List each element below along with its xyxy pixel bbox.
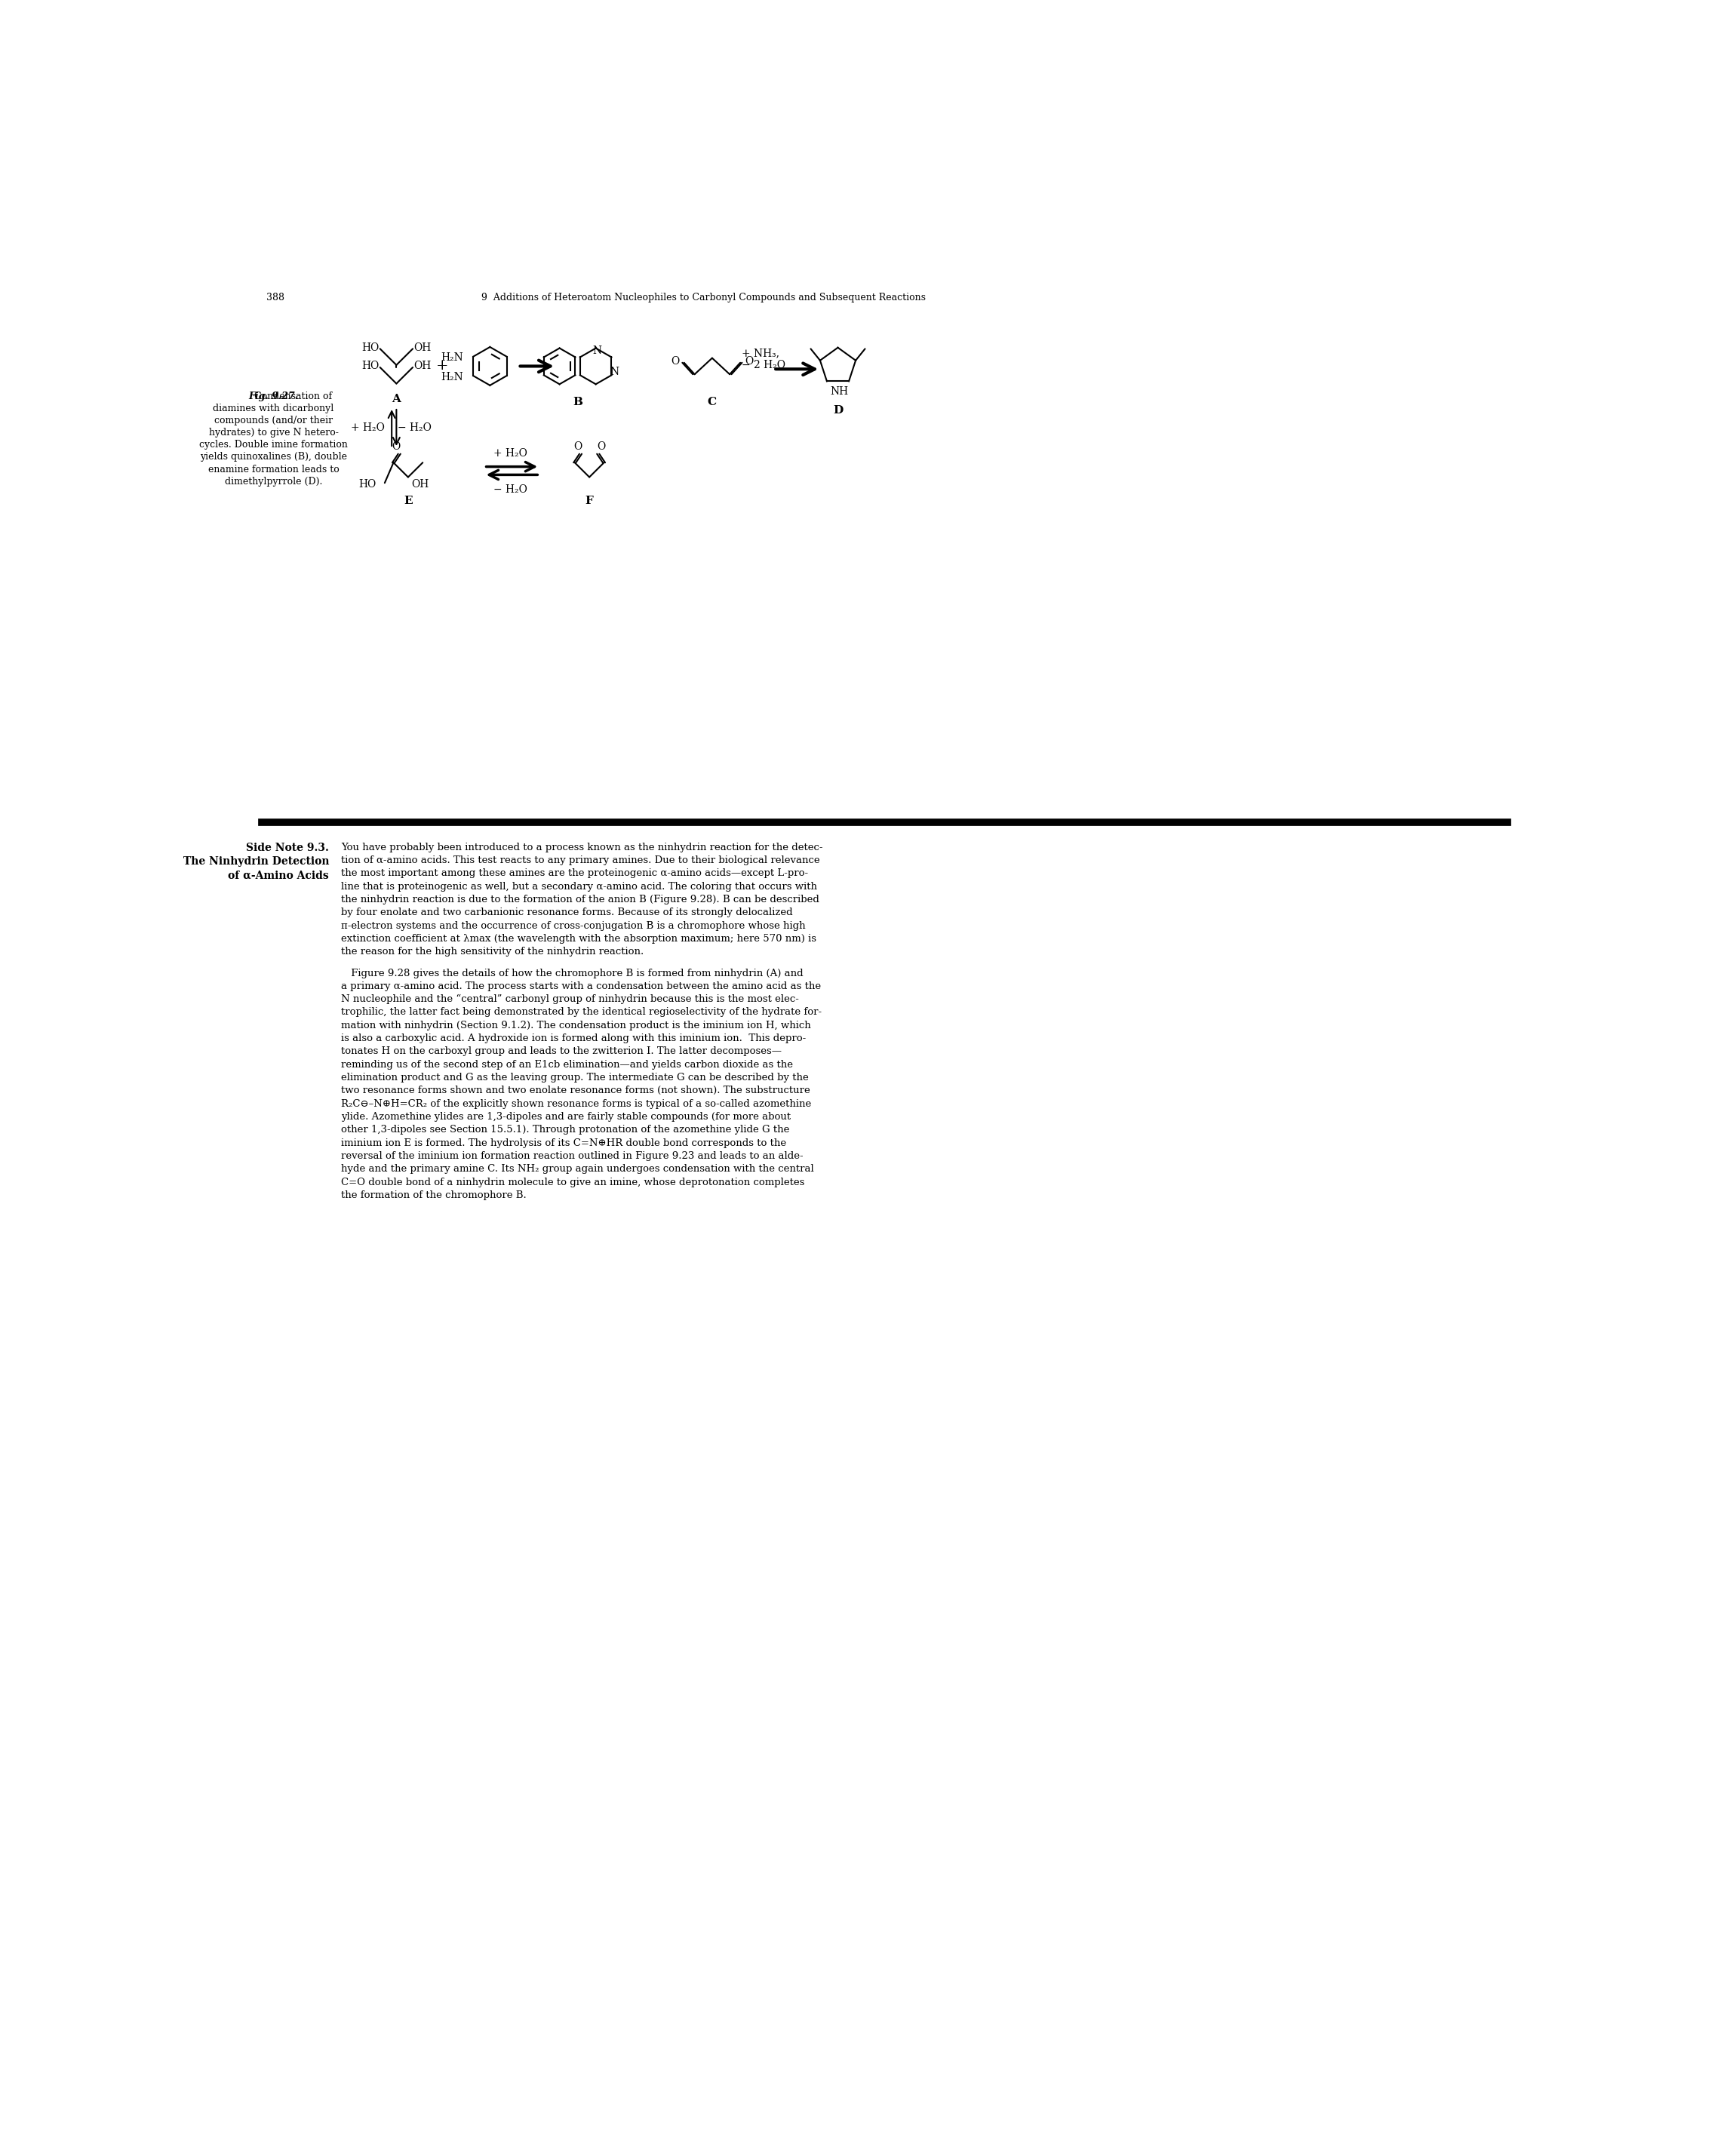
Text: E: E bbox=[404, 496, 413, 507]
Text: O: O bbox=[573, 442, 582, 453]
Text: The Ninhydrin Detection: The Ninhydrin Detection bbox=[182, 856, 329, 867]
Text: B: B bbox=[573, 397, 583, 407]
Text: Fig. 9.27.: Fig. 9.27. bbox=[248, 390, 298, 401]
Text: by four enolate and two carbanionic resonance forms. Because of its strongly del: by four enolate and two carbanionic reso… bbox=[341, 908, 792, 918]
Text: 9  Additions of Heteroatom Nucleophiles to Carbonyl Compounds and Subsequent Rea: 9 Additions of Heteroatom Nucleophiles t… bbox=[482, 293, 926, 302]
Text: hydrates) to give N hetero-: hydrates) to give N hetero- bbox=[208, 427, 339, 438]
Text: HO: HO bbox=[361, 360, 379, 371]
Text: − H₂O: − H₂O bbox=[494, 485, 527, 494]
Text: diamines with dicarbonyl: diamines with dicarbonyl bbox=[213, 403, 334, 414]
Text: cycles. Double imine formation: cycles. Double imine formation bbox=[200, 440, 348, 451]
Text: line that is proteinogenic as well, but a secondary α-amino acid. The coloring t: line that is proteinogenic as well, but … bbox=[341, 882, 817, 893]
Text: C: C bbox=[707, 397, 716, 407]
Text: OH: OH bbox=[415, 360, 432, 371]
Text: two resonance forms shown and two enolate resonance forms (not shown). The subst: two resonance forms shown and two enolat… bbox=[341, 1087, 811, 1095]
Text: yields quinoxalines (B), double: yields quinoxalines (B), double bbox=[200, 453, 348, 461]
Text: H₂N: H₂N bbox=[441, 371, 463, 382]
Text: + H₂O: + H₂O bbox=[494, 448, 527, 459]
Text: the reason for the high sensitivity of the ninhydrin reaction.: the reason for the high sensitivity of t… bbox=[341, 946, 644, 957]
Text: N: N bbox=[592, 345, 602, 356]
Text: compounds (and/or their: compounds (and/or their bbox=[215, 416, 332, 425]
Text: reminding us of the second step of an E1cb elimination—and yields carbon dioxide: reminding us of the second step of an E1… bbox=[341, 1061, 793, 1069]
Text: tion of α-amino acids. This test reacts to any primary amines. Due to their biol: tion of α-amino acids. This test reacts … bbox=[341, 856, 819, 865]
Text: + H₂O: + H₂O bbox=[351, 423, 386, 433]
Text: tonates H on the carboxyl group and leads to the zwitterion I. The latter decomp: tonates H on the carboxyl group and lead… bbox=[341, 1046, 781, 1056]
Text: enamine formation leads to: enamine formation leads to bbox=[208, 464, 339, 474]
Text: reversal of the iminium ion formation reaction outlined in Figure 9.23 and leads: reversal of the iminium ion formation re… bbox=[341, 1151, 804, 1162]
Text: the ninhydrin reaction is due to the formation of the anion B (Figure 9.28). B c: the ninhydrin reaction is due to the for… bbox=[341, 895, 819, 906]
Text: You have probably been introduced to a process known as the ninhydrin reaction f: You have probably been introduced to a p… bbox=[341, 843, 823, 852]
Text: O: O bbox=[597, 442, 606, 453]
Text: hyde and the primary amine C. Its NH₂ group again undergoes condensation with th: hyde and the primary amine C. Its NH₂ gr… bbox=[341, 1164, 814, 1175]
Text: elimination product and G as the leaving group. The intermediate G can be descri: elimination product and G as the leaving… bbox=[341, 1074, 809, 1082]
Text: H₂N: H₂N bbox=[441, 351, 463, 362]
Text: + NH₃,: + NH₃, bbox=[742, 347, 780, 358]
Text: NH: NH bbox=[830, 386, 848, 397]
Text: OH: OH bbox=[415, 343, 432, 354]
Text: dimethylpyrrole (D).: dimethylpyrrole (D). bbox=[225, 476, 322, 487]
Text: ylide. Azomethine ylides are 1,3-dipoles and are fairly stable compounds (for mo: ylide. Azomethine ylides are 1,3-dipoles… bbox=[341, 1112, 790, 1121]
Text: the most important among these amines are the proteinogenic α-amino acids—except: the most important among these amines ar… bbox=[341, 869, 807, 877]
Text: N: N bbox=[609, 367, 620, 377]
Text: OH: OH bbox=[411, 479, 429, 489]
Text: 388: 388 bbox=[267, 293, 284, 302]
Text: HO: HO bbox=[358, 479, 375, 489]
Text: F: F bbox=[585, 496, 594, 507]
Text: of α-Amino Acids: of α-Amino Acids bbox=[229, 871, 329, 882]
Text: Condensation of: Condensation of bbox=[215, 390, 332, 401]
Text: extinction coefficient at λmax (the wavelength with the absorption maximum; here: extinction coefficient at λmax (the wave… bbox=[341, 934, 816, 944]
Text: iminium ion E is formed. The hydrolysis of its C=N⊕HR double bond corresponds to: iminium ion E is formed. The hydrolysis … bbox=[341, 1138, 786, 1147]
Text: A: A bbox=[392, 395, 401, 405]
Text: C=O double bond of a ninhydrin molecule to give an imine, whose deprotonation co: C=O double bond of a ninhydrin molecule … bbox=[341, 1177, 804, 1188]
Text: D: D bbox=[833, 405, 843, 416]
Text: O: O bbox=[392, 442, 401, 453]
Text: Figure 9.28 gives the details of how the chromophore B is formed from ninhydrin : Figure 9.28 gives the details of how the… bbox=[341, 968, 804, 979]
Text: O: O bbox=[745, 356, 754, 367]
Text: a primary α-amino acid. The process starts with a condensation between the amino: a primary α-amino acid. The process star… bbox=[341, 981, 821, 992]
Text: Side Note 9.3.: Side Note 9.3. bbox=[246, 843, 329, 854]
Text: the formation of the chromophore B.: the formation of the chromophore B. bbox=[341, 1190, 527, 1201]
Text: HO: HO bbox=[361, 343, 379, 354]
Text: O: O bbox=[671, 356, 680, 367]
Text: R₂C⊖–N⊕H=CR₂ of the explicitly shown resonance forms is typical of a so-called a: R₂C⊖–N⊕H=CR₂ of the explicitly shown res… bbox=[341, 1100, 811, 1108]
Text: π-electron systems and the occurrence of cross-conjugation B is a chromophore wh: π-electron systems and the occurrence of… bbox=[341, 921, 805, 931]
Text: trophilic, the latter fact being demonstrated by the identical regioselectivity : trophilic, the latter fact being demonst… bbox=[341, 1007, 821, 1018]
Text: other 1,3-dipoles see Section 15.5.1). Through protonation of the azomethine yli: other 1,3-dipoles see Section 15.5.1). T… bbox=[341, 1125, 790, 1134]
Text: − 2 H₂O: − 2 H₂O bbox=[742, 360, 785, 371]
Text: − H₂O: − H₂O bbox=[398, 423, 432, 433]
Text: N nucleophile and the “central” carbonyl group of ninhydrin because this is the : N nucleophile and the “central” carbonyl… bbox=[341, 994, 799, 1005]
Text: is also a carboxylic acid. A hydroxide ion is formed along with this iminium ion: is also a carboxylic acid. A hydroxide i… bbox=[341, 1033, 805, 1044]
Text: +: + bbox=[435, 360, 447, 373]
Text: mation with ninhydrin (Section 9.1.2). The condensation product is the iminium i: mation with ninhydrin (Section 9.1.2). T… bbox=[341, 1020, 811, 1031]
